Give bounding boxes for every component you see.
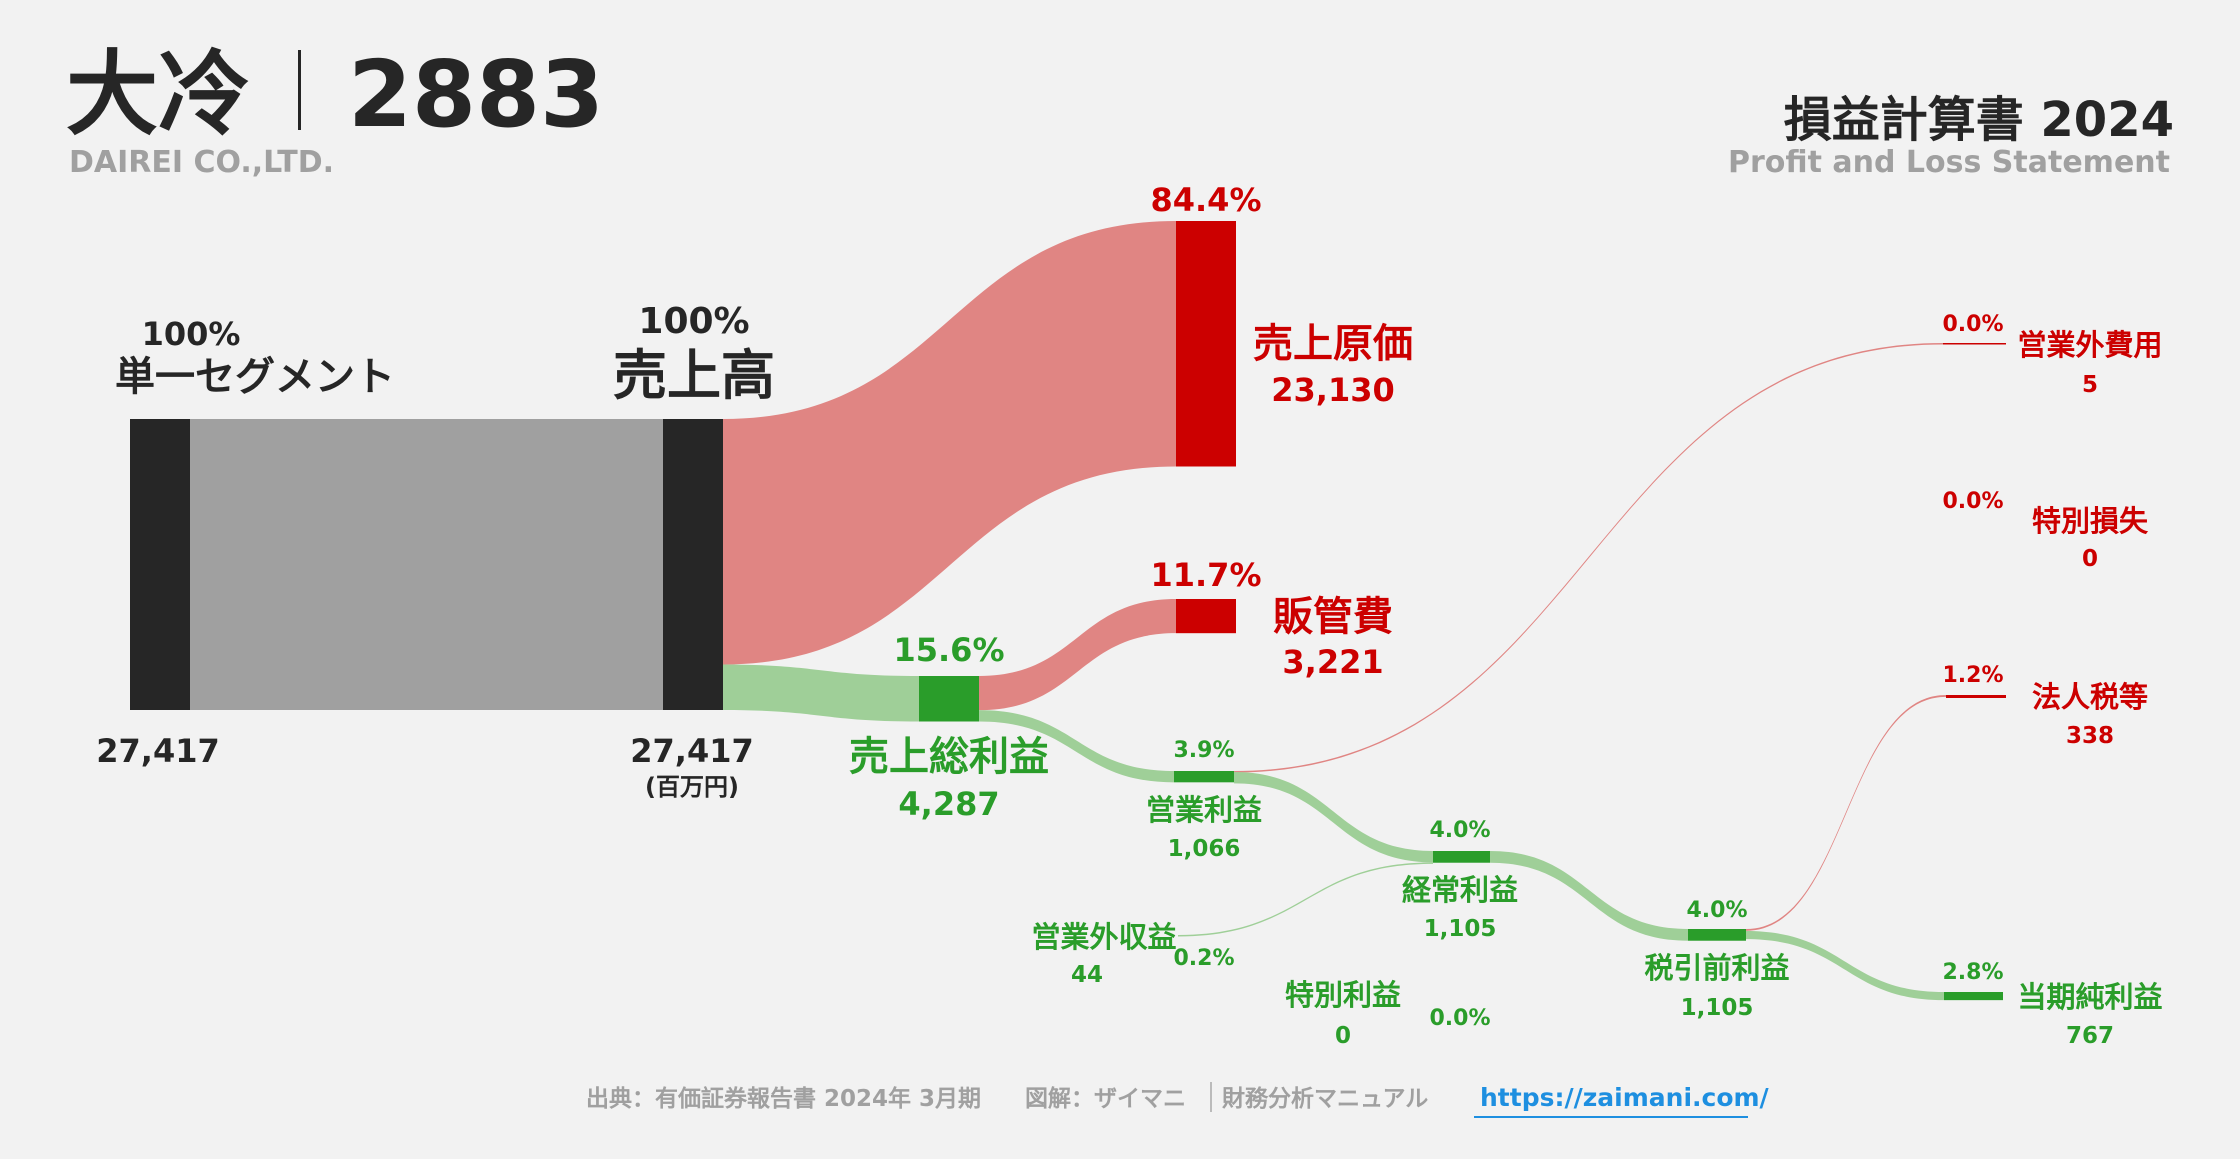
- flow-pretax-net: [1746, 931, 1944, 1001]
- node-ordinary: [1433, 851, 1490, 863]
- non-op-inc-value: 44: [1071, 962, 1103, 988]
- node-revenue: [663, 419, 723, 710]
- statement-title: 損益計算書 2024: [1784, 92, 2174, 148]
- cogs-value: 23,130: [1271, 371, 1394, 409]
- node-gross: [919, 676, 979, 722]
- flow-ordinary-pretax: [1490, 851, 1688, 941]
- extra-loss-label: 特別損失: [2032, 504, 2149, 538]
- node-non-op-exp: [1943, 343, 2006, 345]
- footer-credit2: 財務分析マニュアル: [1222, 1085, 1428, 1112]
- segment-label: 単一セグメント: [115, 354, 395, 400]
- non-op-exp-pct: 0.0%: [1942, 312, 2003, 337]
- revenue-label: 売上高: [613, 344, 775, 407]
- operating-value: 1,066: [1168, 836, 1241, 862]
- ordinary-value: 1,105: [1424, 916, 1497, 942]
- node-cogs: [1176, 221, 1236, 467]
- company-name: 大冷: [66, 41, 250, 148]
- revenue-value: 27,417: [630, 732, 753, 770]
- tax-label: 法人税等: [2032, 680, 2148, 714]
- extra-loss-pct: 0.0%: [1942, 489, 2003, 514]
- extra-gain-value: 0: [1335, 1023, 1351, 1049]
- sga-value: 3,221: [1282, 643, 1383, 681]
- node-sga: [1176, 599, 1236, 634]
- statement-subtitle: Profit and Loss Statement: [1728, 145, 2170, 180]
- flow-revenue-gross: [723, 664, 919, 722]
- gross-label: 売上総利益: [849, 734, 1049, 780]
- sga-pct: 11.7%: [1150, 556, 1261, 594]
- cogs-label: 売上原価: [1253, 321, 1413, 367]
- flow-nonopinc-ordinary: [1178, 862, 1433, 937]
- node-operating: [1174, 771, 1234, 783]
- flow-revenue-cogs: [723, 221, 1176, 665]
- flow-pretax-tax: [1746, 695, 1946, 931]
- gross-value: 4,287: [898, 785, 999, 823]
- footer-source: 出典：有価証券報告書 2024年 3月期: [586, 1085, 981, 1112]
- non-op-inc-pct: 0.2%: [1173, 946, 1234, 971]
- title-divider: [298, 50, 301, 130]
- flow-operating-ordinary: [1234, 772, 1433, 863]
- revenue-pct: 100%: [638, 301, 749, 342]
- net-label: 当期純利益: [2017, 980, 2162, 1014]
- node-tax: [1946, 695, 2006, 698]
- footer-link-underline: [1474, 1116, 1748, 1118]
- net-pct: 2.8%: [1942, 960, 2003, 985]
- pretax-label: 税引前利益: [1644, 951, 1789, 985]
- node-pretax: [1688, 929, 1746, 941]
- extra-gain-pct: 0.0%: [1429, 1006, 1490, 1031]
- unit-label: (百万円): [645, 773, 739, 801]
- gross-pct: 15.6%: [893, 631, 1004, 669]
- non-op-exp-value: 5: [2082, 372, 2098, 398]
- pretax-pct: 4.0%: [1686, 898, 1747, 923]
- flow-gross-sga: [979, 599, 1176, 711]
- non-op-inc-label: 営業外収益: [1031, 920, 1176, 954]
- company-en: DAIREI CO.,LTD.: [69, 145, 334, 180]
- ticker: 2883: [348, 41, 604, 148]
- footer-credit: 図解：ザイマニ: [1025, 1085, 1186, 1112]
- node-segment: [130, 419, 190, 710]
- ordinary-pct: 4.0%: [1429, 818, 1490, 843]
- segment-value: 27,417: [96, 732, 219, 770]
- cogs-pct: 84.4%: [1150, 181, 1261, 219]
- operating-label: 営業利益: [1146, 793, 1262, 827]
- operating-pct: 3.9%: [1173, 738, 1234, 763]
- node-net: [1944, 992, 2003, 1001]
- flow-operating-nonopexp: [1234, 343, 1943, 773]
- non-op-exp-label: 営業外費用: [2017, 328, 2162, 362]
- tax-value: 338: [2066, 723, 2114, 749]
- footer-divider: [1210, 1082, 1212, 1112]
- extra-gain-label: 特別利益: [1285, 978, 1401, 1012]
- net-value: 767: [2066, 1023, 2114, 1049]
- sga-label: 販管費: [1273, 594, 1393, 640]
- footer-link[interactable]: https://zaimani.com/: [1480, 1083, 1770, 1112]
- segment-pct: 100%: [142, 315, 241, 353]
- tax-pct: 1.2%: [1942, 663, 2003, 688]
- flow-gross-operating: [979, 710, 1174, 783]
- pretax-value: 1,105: [1681, 995, 1754, 1021]
- flow-segment-revenue: [190, 419, 663, 710]
- ordinary-label: 経常利益: [1402, 873, 1518, 907]
- extra-loss-value: 0: [2082, 546, 2098, 572]
